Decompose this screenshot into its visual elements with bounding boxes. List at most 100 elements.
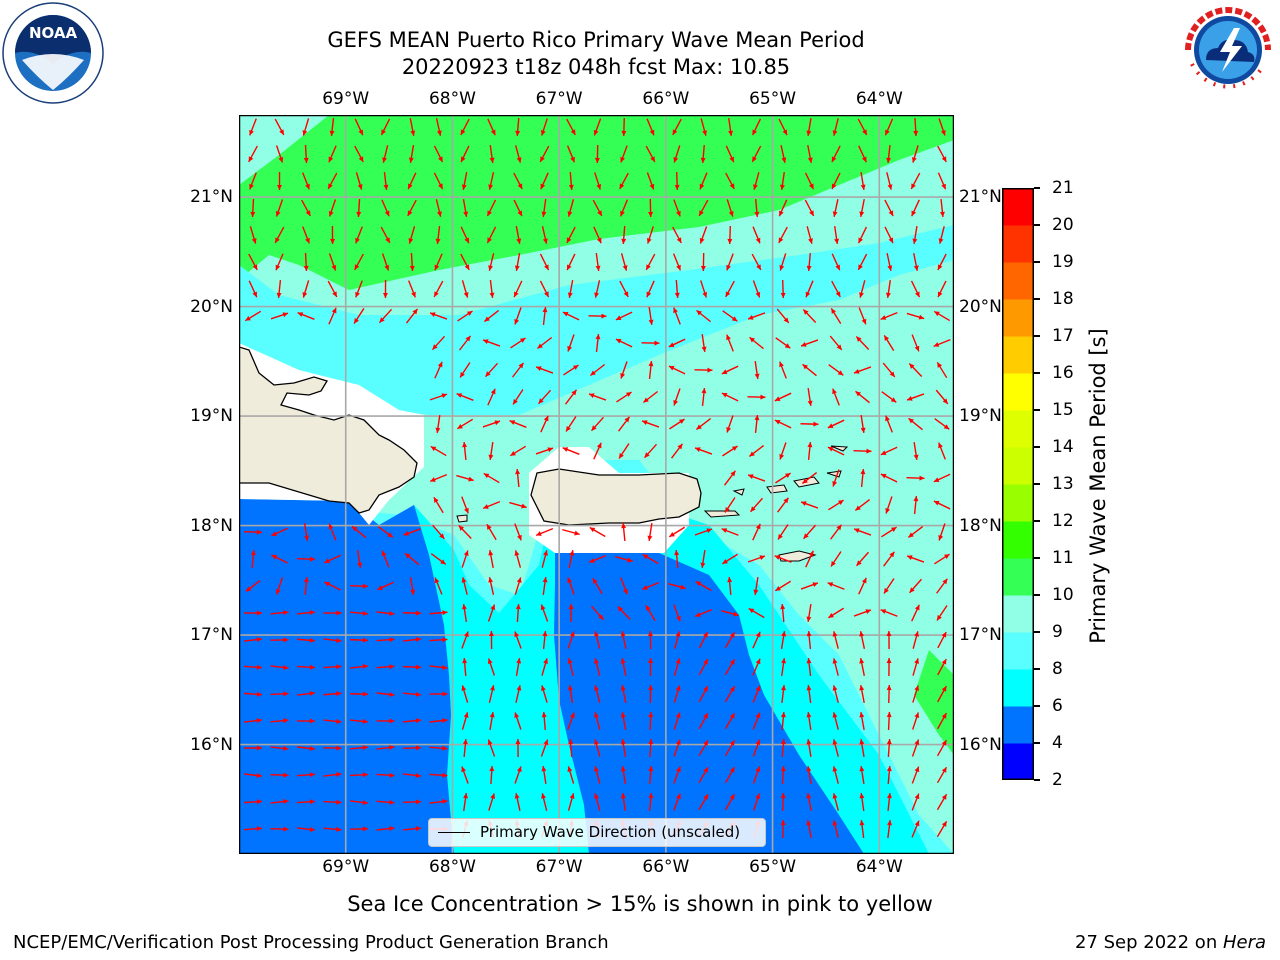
wave-direction-arrow <box>429 664 448 670</box>
wave-direction-arrow <box>349 826 369 832</box>
wave-direction-arrow <box>774 419 792 429</box>
colorbar-tick-label: 21 <box>1052 178 1074 198</box>
wave-direction-arrow <box>830 307 842 325</box>
wave-direction-arrow <box>831 145 841 163</box>
wave-direction-arrow <box>434 253 443 271</box>
wave-direction-arrow <box>806 684 812 704</box>
wave-direction-arrow <box>832 631 839 649</box>
wave-direction-arrow <box>567 199 575 217</box>
wave-direction-arrow <box>673 685 681 703</box>
wave-direction-arrow <box>721 365 739 375</box>
wave-direction-arrow <box>939 198 945 218</box>
wave-direction-arrow <box>673 388 681 406</box>
wave-direction-arrow <box>669 418 685 430</box>
wave-direction-arrow <box>859 685 865 703</box>
wave-direction-arrow <box>486 523 497 541</box>
wave-direction-arrow <box>673 712 681 730</box>
wave-direction-arrow <box>568 603 574 623</box>
wave-direction-arrow <box>461 577 468 595</box>
wave-direction-arrow <box>886 684 892 704</box>
wave-direction-arrow <box>434 361 443 379</box>
wave-direction-arrow <box>349 745 369 751</box>
wave-direction-arrow <box>594 280 601 298</box>
wave-direction-arrow <box>323 745 342 751</box>
lon-tick-label-top: 64°W <box>855 89 903 109</box>
wave-direction-arrow <box>700 252 706 272</box>
wave-direction-arrow <box>696 309 711 323</box>
wave-direction-arrow <box>535 447 554 455</box>
wave-direction-arrow <box>323 718 342 724</box>
wave-direction-arrow <box>674 631 681 649</box>
wave-direction-arrow <box>592 199 603 217</box>
wave-direction-arrow <box>405 308 419 324</box>
wave-direction-arrow <box>539 253 550 271</box>
wave-direction-arrow <box>648 738 654 758</box>
colorbar-tick-label: 8 <box>1052 659 1063 679</box>
wave-direction-arrow <box>271 554 288 564</box>
lon-tick-label-bottom: 64°W <box>855 857 903 877</box>
wave-direction-arrow <box>429 393 448 401</box>
colorbar-tick-mark <box>1034 631 1040 633</box>
wave-direction-arrow <box>620 792 626 812</box>
wave-direction-arrow <box>353 308 365 324</box>
wave-direction-arrow <box>806 739 812 757</box>
wave-direction-arrow <box>270 610 289 616</box>
wave-direction-arrow <box>564 389 578 405</box>
wave-direction-arrow <box>409 577 416 595</box>
wave-direction-arrow <box>323 664 342 670</box>
wave-direction-arrow <box>858 577 867 595</box>
wave-direction-arrow <box>884 226 894 244</box>
wave-direction-arrow <box>859 712 865 730</box>
wave-direction-arrow <box>514 550 522 568</box>
wave-direction-arrow <box>462 738 468 758</box>
wave-direction-arrow <box>884 199 894 217</box>
wave-direction-arrow <box>489 712 495 730</box>
wave-direction-arrow <box>482 500 501 510</box>
wave-direction-arrow <box>938 523 946 541</box>
wave-direction-arrow <box>482 339 501 347</box>
wave-direction-arrow <box>594 685 601 703</box>
wave-direction-arrow <box>774 580 792 592</box>
wave-direction-arrow <box>672 118 682 136</box>
wave-direction-arrow <box>462 657 468 677</box>
lon-tick-label-bottom: 69°W <box>322 857 370 877</box>
lat-tick-label-right: 18°N <box>959 515 1002 536</box>
wave-direction-arrow <box>886 765 892 785</box>
wave-direction-arrow <box>912 658 920 676</box>
wave-direction-arrow <box>938 226 945 244</box>
wave-direction-arrow <box>594 658 601 676</box>
wave-direction-arrow <box>806 766 812 784</box>
wave-direction-arrow <box>806 226 813 244</box>
wave-direction-arrow <box>827 446 845 456</box>
wave-direction-arrow <box>484 362 499 378</box>
wave-direction-arrow <box>243 772 263 778</box>
wave-direction-arrow <box>592 577 603 595</box>
wave-direction-arrow <box>270 312 289 320</box>
wave-direction-arrow <box>857 226 868 244</box>
wave-direction-arrow <box>594 172 602 190</box>
wave-direction-arrow <box>803 524 816 540</box>
wave-direction-arrow <box>752 631 761 649</box>
wave-direction-arrow <box>514 307 522 325</box>
wave-direction-arrow <box>912 712 920 730</box>
lon-tick-label-top: 65°W <box>749 89 797 109</box>
wave-direction-arrow <box>408 145 415 163</box>
colorbar-segment <box>1002 188 1034 226</box>
wave-direction-arrow <box>832 739 839 757</box>
wave-direction-arrow <box>695 417 712 431</box>
wave-direction-arrow <box>937 172 947 190</box>
wave-direction-arrow <box>351 525 367 539</box>
wave-direction-arrow <box>701 333 707 353</box>
wave-direction-arrow <box>356 198 362 218</box>
wave-direction-arrow <box>354 145 364 163</box>
legend-line-swatch <box>438 832 470 833</box>
wave-direction-arrow <box>619 172 629 190</box>
wave-direction-arrow <box>509 420 527 428</box>
wave-direction-arrow <box>698 658 709 676</box>
wave-direction-arrow <box>620 631 627 649</box>
wave-direction-arrow <box>402 691 422 697</box>
wave-direction-arrow <box>328 253 337 271</box>
wave-direction-arrow <box>859 658 865 676</box>
wave-direction-arrow <box>245 579 261 593</box>
wave-direction-arrow <box>832 766 839 784</box>
